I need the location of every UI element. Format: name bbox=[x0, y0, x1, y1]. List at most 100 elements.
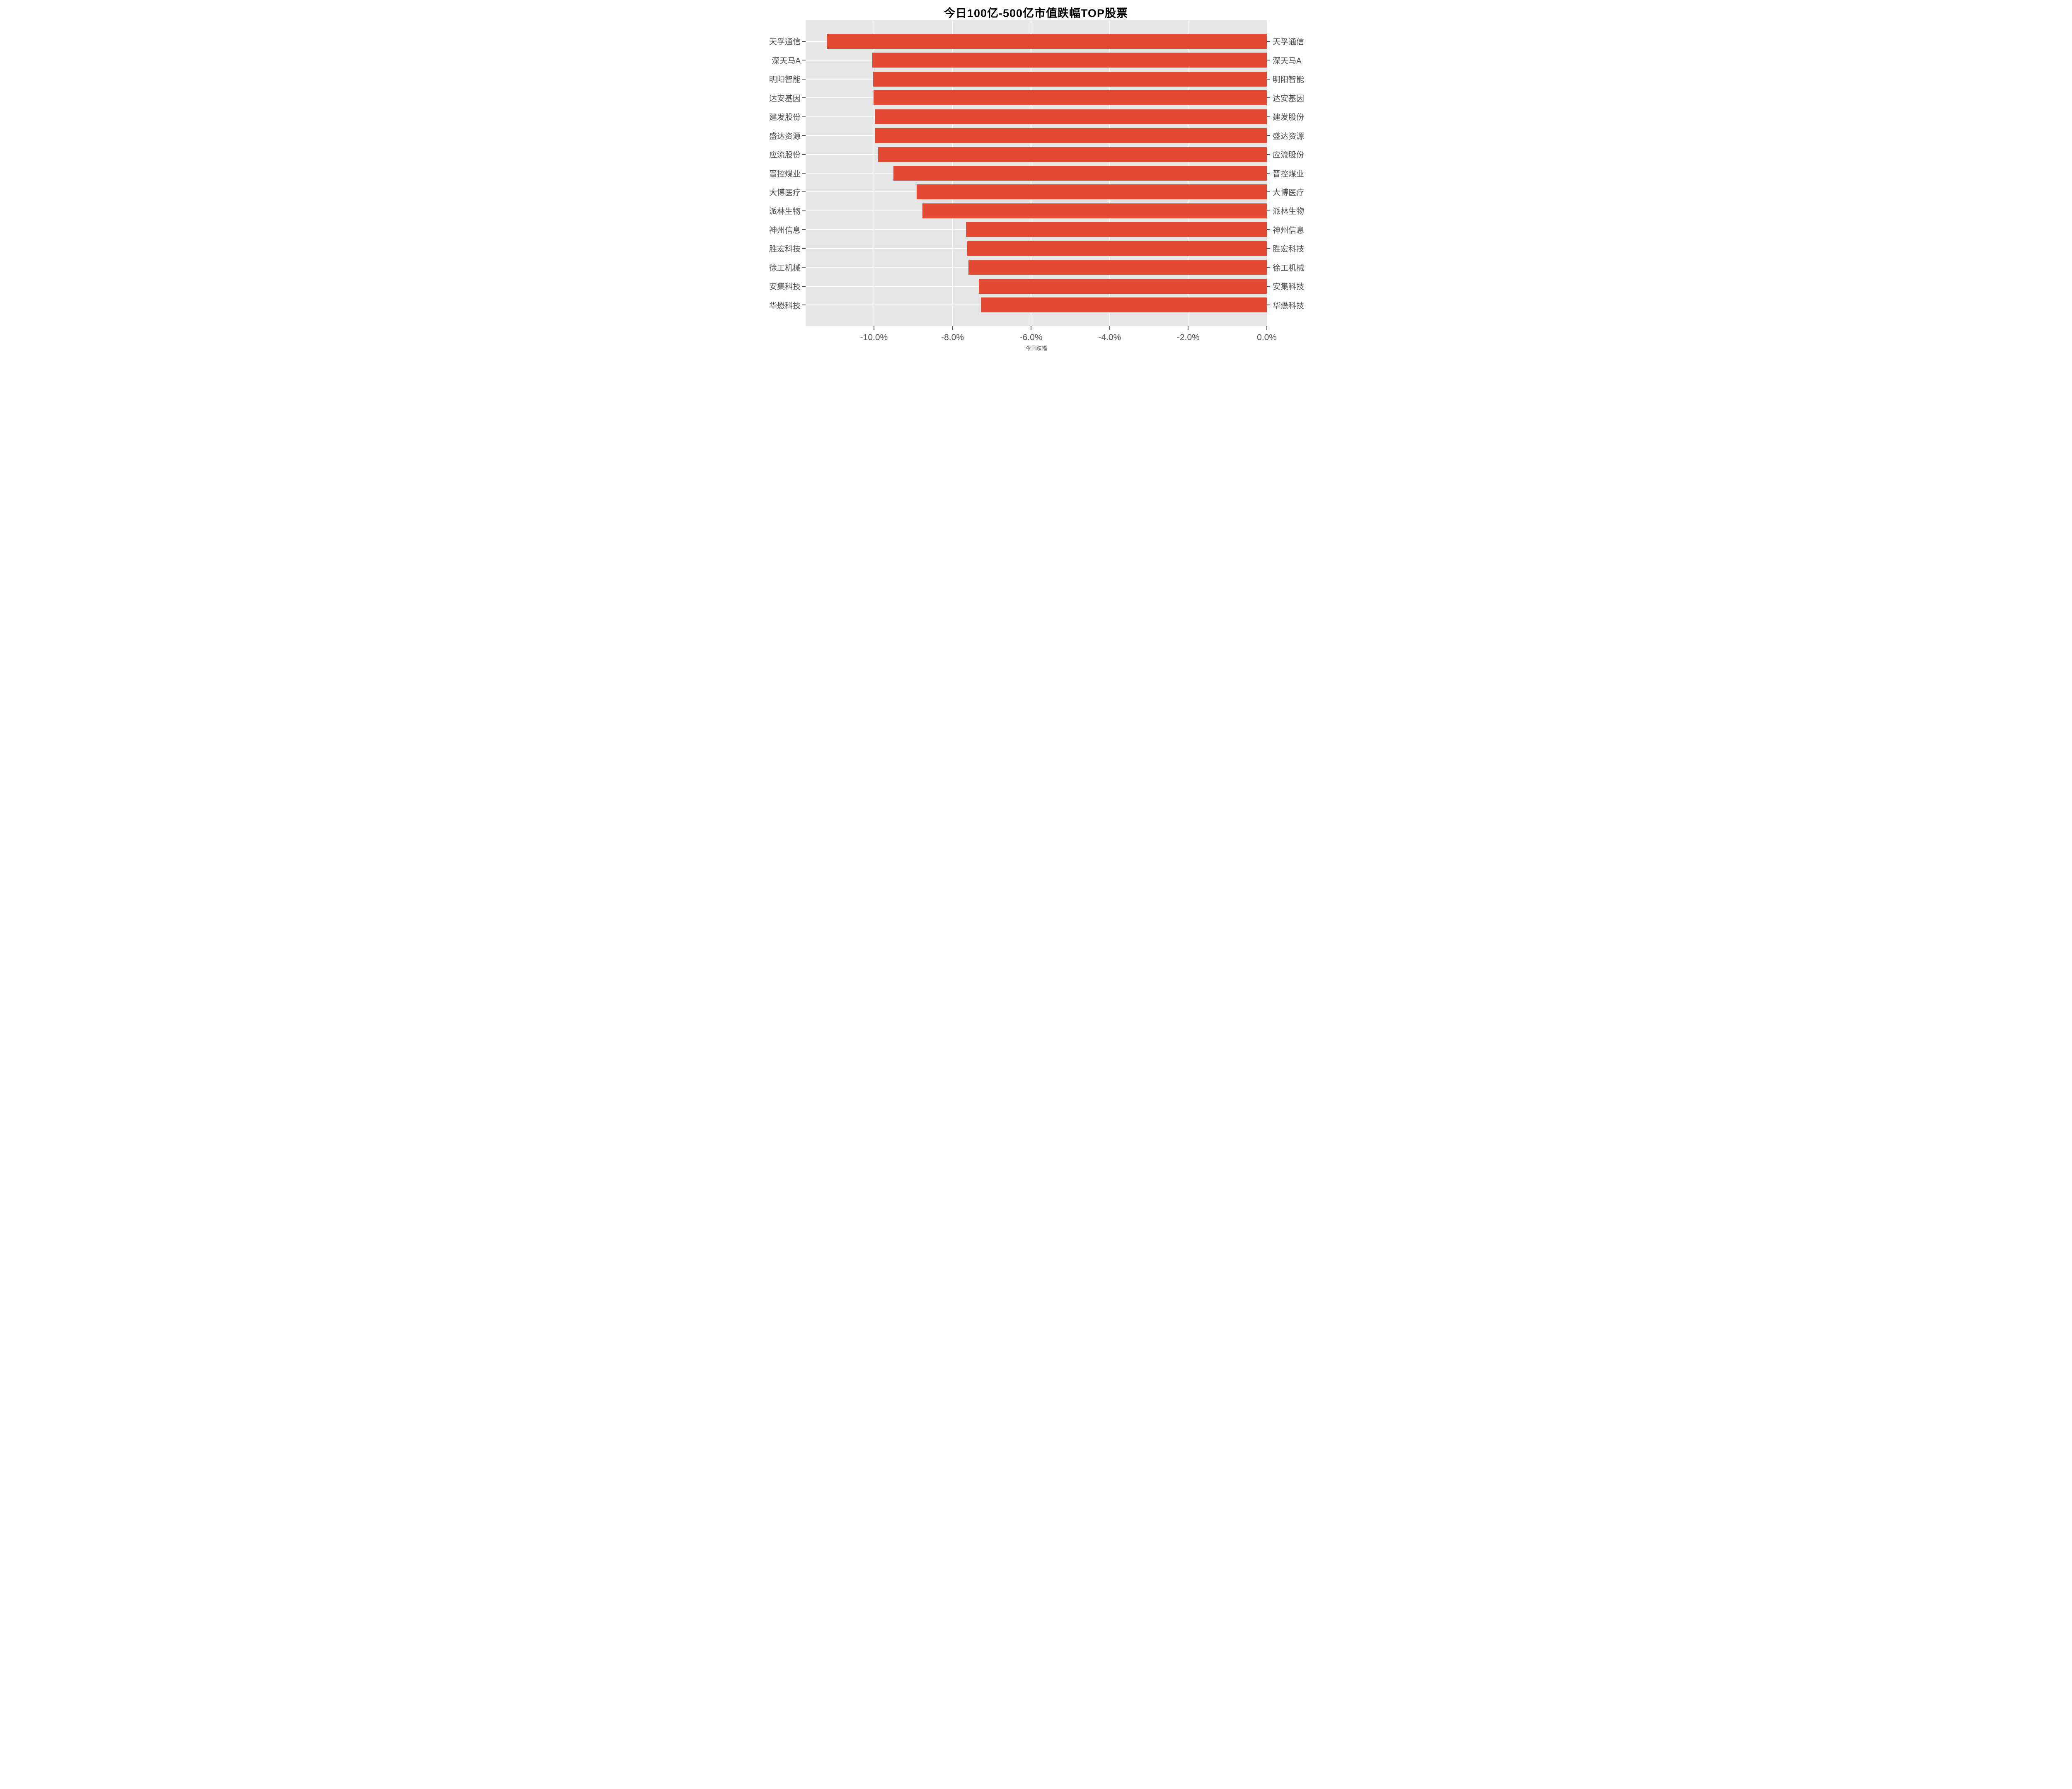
category-label-right: 神州信息 bbox=[1273, 226, 1305, 235]
y-tick bbox=[1267, 154, 1270, 155]
y-tick-slot bbox=[1267, 32, 1270, 51]
y-tick-slot bbox=[1267, 296, 1270, 314]
chart-title: 今日100亿-500亿市值跌幅TOP股票 bbox=[944, 7, 1128, 19]
chart-row bbox=[806, 296, 1267, 314]
x-tick-label: -4.0% bbox=[1098, 333, 1121, 342]
chart-row bbox=[806, 183, 1267, 201]
x-axis-title: 今日跌幅 bbox=[1025, 345, 1047, 351]
bar bbox=[893, 166, 1267, 181]
category-label-left: 派林生物 bbox=[769, 207, 801, 216]
category-label-right: 派林生物 bbox=[1273, 207, 1305, 216]
chart-row bbox=[806, 70, 1267, 88]
x-axis: -10.0% -8.0% -6.0% -4.0% -2.0% 0.0% bbox=[806, 326, 1277, 358]
y-tick-slot bbox=[802, 88, 806, 107]
chart-row bbox=[806, 126, 1267, 145]
y-tick-slot bbox=[1267, 201, 1270, 220]
y-tick bbox=[1267, 173, 1270, 174]
y-tick bbox=[802, 210, 806, 211]
x-tick-label: -2.0% bbox=[1176, 333, 1200, 342]
y-tick bbox=[802, 248, 806, 249]
category-label-right: 大博医疗 bbox=[1273, 188, 1305, 197]
y-axis-labels-left: 天孚通信 深天马A 明阳智能 达安基因 建发股份 盛达资源 应流股份 晋控煤业 大博医疗 派林生物… bbox=[740, 20, 801, 326]
category-label-left: 盛达资源 bbox=[769, 132, 801, 141]
chart-row bbox=[806, 277, 1267, 295]
y-tick bbox=[802, 285, 806, 287]
y-tick-slot bbox=[802, 239, 806, 258]
y-tick-slot bbox=[1267, 164, 1270, 182]
y-tick-slot bbox=[802, 32, 806, 51]
category-label-left: 天孚通信 bbox=[769, 38, 801, 47]
category-label-right: 晋控煤业 bbox=[1273, 169, 1305, 179]
y-tick-slot bbox=[1267, 277, 1270, 295]
y-tick bbox=[1267, 248, 1270, 249]
y-tick bbox=[802, 135, 806, 136]
y-tick bbox=[1267, 229, 1270, 230]
category-label-right: 徐工机械 bbox=[1273, 264, 1305, 273]
y-axis-ticks-right bbox=[1267, 20, 1270, 326]
x-tick-label: -6.0% bbox=[1019, 333, 1043, 342]
y-tick bbox=[1267, 285, 1270, 287]
category-label-right: 达安基因 bbox=[1273, 94, 1305, 103]
category-label-right: 胜宏科技 bbox=[1273, 245, 1305, 254]
chart-row bbox=[806, 32, 1267, 51]
y-tick-slot bbox=[802, 258, 806, 277]
y-tick-slot bbox=[1267, 183, 1270, 201]
bar bbox=[872, 53, 1267, 68]
category-label-left: 晋控煤业 bbox=[769, 169, 801, 179]
x-tick-label: 0.0% bbox=[1257, 333, 1277, 342]
bar bbox=[875, 128, 1267, 143]
bar bbox=[980, 297, 1267, 313]
y-tick bbox=[1267, 210, 1270, 211]
x-tick-label: -8.0% bbox=[941, 333, 964, 342]
y-tick-slot bbox=[1267, 88, 1270, 107]
y-tick bbox=[1267, 267, 1270, 268]
category-label-left: 应流股份 bbox=[769, 151, 801, 160]
y-tick-slot bbox=[1267, 126, 1270, 145]
bar bbox=[979, 278, 1267, 294]
x-tick bbox=[952, 326, 953, 330]
y-tick-slot bbox=[1267, 239, 1270, 258]
chart-row bbox=[806, 51, 1267, 69]
category-label-left: 建发股份 bbox=[769, 113, 801, 122]
bar bbox=[873, 71, 1267, 87]
chart-row bbox=[806, 258, 1267, 277]
category-label-right: 应流股份 bbox=[1273, 151, 1305, 160]
category-label-left: 华懋科技 bbox=[769, 301, 801, 310]
y-tick-slot bbox=[802, 220, 806, 239]
category-label-right: 安集科技 bbox=[1273, 283, 1305, 292]
category-label-left: 深天马A bbox=[772, 56, 801, 65]
plot-area bbox=[806, 20, 1267, 326]
category-label-left: 安集科技 bbox=[769, 283, 801, 292]
category-label-right: 盛达资源 bbox=[1273, 132, 1305, 141]
category-label-right: 天孚通信 bbox=[1273, 38, 1305, 47]
y-tick bbox=[1267, 78, 1270, 80]
y-tick bbox=[1267, 116, 1270, 117]
y-tick-slot bbox=[802, 51, 806, 69]
y-axis-ticks-left bbox=[802, 20, 806, 326]
chart-figure: 今日100亿-500亿市值跌幅TOP股票 天孚通信 深天马A 明阳智能 达安基因 建发股… bbox=[740, 0, 1332, 358]
bar bbox=[966, 222, 1267, 237]
y-tick-slot bbox=[1267, 70, 1270, 88]
x-tick-label: -10.0% bbox=[860, 333, 888, 342]
y-tick bbox=[802, 78, 806, 80]
bar bbox=[922, 203, 1267, 218]
bar bbox=[878, 147, 1267, 162]
chart-row bbox=[806, 201, 1267, 220]
chart-row bbox=[806, 220, 1267, 239]
y-tick-slot bbox=[802, 296, 806, 314]
x-tick bbox=[1109, 326, 1110, 330]
y-tick-slot bbox=[1267, 51, 1270, 69]
y-tick bbox=[1267, 97, 1270, 99]
y-tick-slot bbox=[802, 201, 806, 220]
chart-row bbox=[806, 164, 1267, 182]
category-label-right: 华懋科技 bbox=[1273, 301, 1305, 310]
bar-rows bbox=[806, 20, 1267, 326]
category-label-left: 神州信息 bbox=[769, 226, 801, 235]
y-tick bbox=[802, 97, 806, 99]
y-tick-slot bbox=[802, 70, 806, 88]
y-tick bbox=[1267, 191, 1270, 193]
bar bbox=[874, 109, 1267, 124]
category-label-right: 建发股份 bbox=[1273, 113, 1305, 122]
bar bbox=[917, 184, 1267, 200]
bar bbox=[968, 260, 1267, 275]
